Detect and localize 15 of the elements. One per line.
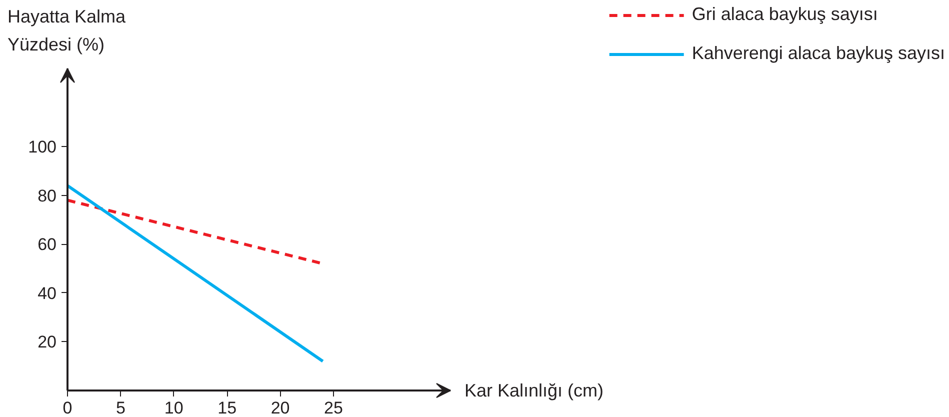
legend-label: Kahverengi alaca baykuş sayısı [692, 43, 945, 64]
y-tick-label: 60 [38, 235, 57, 254]
x-tick-label: 20 [270, 398, 290, 417]
y-tick-label: 40 [38, 284, 57, 303]
x-tick-label: 25 [324, 398, 343, 417]
y-tick-label: 20 [38, 332, 57, 352]
x-tick-label: 0 [62, 398, 72, 417]
x-axis-title: Kar Kalınlığı (cm) [464, 380, 604, 400]
x-tick-label: 15 [218, 398, 237, 417]
y-tick-label: 100 [28, 138, 57, 157]
y-tick-label: 80 [38, 186, 57, 206]
legend-label: Gri alaca baykuş sayısı [692, 4, 878, 25]
x-tick-label: 5 [116, 398, 126, 417]
y-axis-title: Hayatta Kalma Yüzdesi (%) [8, 6, 127, 54]
x-tick-label: 10 [164, 398, 184, 417]
